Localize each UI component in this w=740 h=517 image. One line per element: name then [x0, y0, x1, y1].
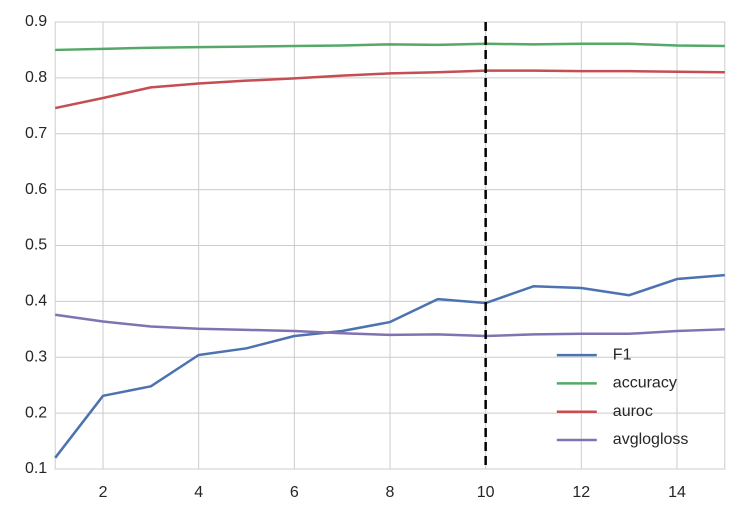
legend-label: auroc	[613, 403, 653, 420]
x-tick-label: 8	[386, 484, 395, 501]
y-tick-label: 0.2	[25, 404, 47, 421]
x-tick-label: 10	[477, 484, 495, 501]
y-tick-label: 0.3	[25, 348, 47, 365]
x-tick-label: 12	[572, 484, 590, 501]
line-series	[55, 313, 725, 338]
x-tick-label: 4	[194, 484, 203, 501]
x-tick-label: 14	[668, 484, 686, 501]
plot-frame	[54, 21, 726, 470]
line-series	[54, 273, 725, 459]
y-tick-label: 0.1	[25, 460, 47, 477]
y-tick-label: 0.6	[25, 181, 47, 198]
line-series	[55, 42, 725, 52]
y-tick-label: 0.5	[25, 237, 47, 254]
legend-label: accuracy	[613, 375, 677, 392]
y-tick-label: 0.4	[25, 293, 47, 310]
legend-label: avglogloss	[613, 431, 689, 448]
x-tick-label: 6	[290, 484, 299, 501]
y-tick-label: 0.9	[25, 13, 47, 30]
x-tick-label: 2	[99, 484, 108, 501]
legend-label: F1	[613, 346, 632, 363]
y-tick-label: 0.8	[25, 69, 47, 86]
y-tick-label: 0.7	[25, 125, 47, 142]
line-series	[54, 69, 725, 110]
